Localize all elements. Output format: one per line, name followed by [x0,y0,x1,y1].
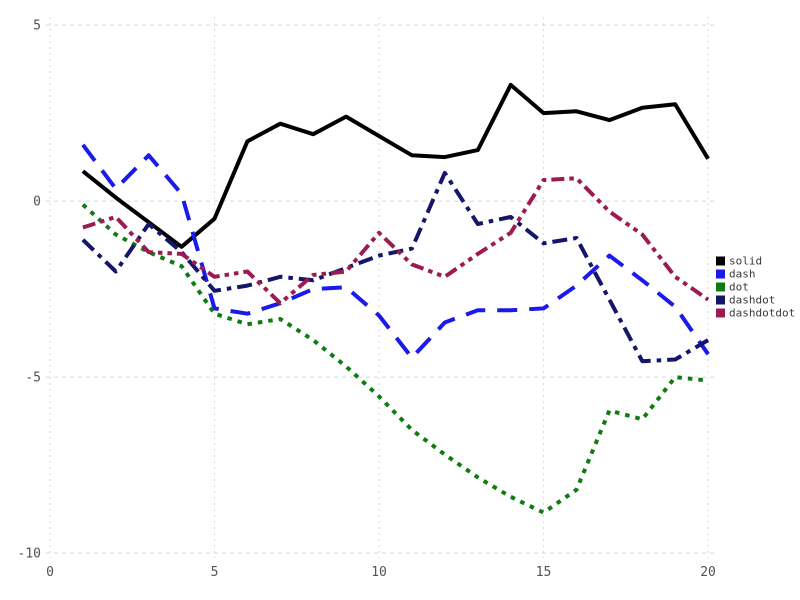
legend-label-dot: dot [729,281,749,294]
x-tick-label: 5 [211,565,219,580]
series-line-solid [81,82,710,249]
legend-marker-dashdot [716,295,725,305]
legend-label-dashdotdot: dashdotdot [729,307,795,320]
y-tick-label: -10 [18,547,41,562]
series-line-dash [81,143,710,360]
legend-label-dashdot: dashdot [729,294,775,307]
x-tick-label: 15 [536,565,552,580]
series-line-dot [81,203,709,515]
x-tick-label: 0 [46,565,54,580]
legend-marker-solid [716,256,725,266]
x-tick-label: 20 [700,565,716,580]
series-line-dashdotdot [82,176,710,306]
x-tick-label: 10 [371,565,387,580]
y-tick-label: 5 [33,19,41,34]
legend-marker-dot [716,282,725,292]
series-line-dashdot [81,170,710,364]
legend-label-solid: solid [729,255,762,268]
y-tick-label: 0 [33,195,41,210]
legend-marker-dashdotdot [716,308,725,318]
legend-marker-dash [716,269,725,279]
legend-label-dash: dash [729,268,756,281]
y-tick-label: -5 [25,371,41,386]
